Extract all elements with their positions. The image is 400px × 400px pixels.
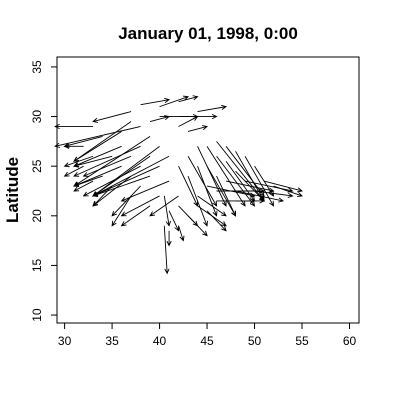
vector-arrow <box>206 210 227 232</box>
vector-arrow <box>178 95 199 103</box>
y-tick-label: 30 <box>30 110 44 124</box>
vector-arrow <box>163 195 171 227</box>
vector-arrow <box>82 155 132 177</box>
vector-arrow <box>73 145 141 177</box>
vector-arrow <box>225 180 275 193</box>
vector-arrow <box>263 180 304 193</box>
vector-arrow <box>111 185 141 217</box>
vector-arrow <box>82 165 141 197</box>
x-tick-label: 45 <box>200 334 214 348</box>
y-tick-label: 25 <box>30 159 44 173</box>
vector-arrow <box>92 175 151 197</box>
chart-title: January 01, 1998, 0:00 <box>118 24 298 43</box>
vector-arrow <box>197 146 227 207</box>
vector-arrow <box>216 155 256 207</box>
vector-arrow <box>163 225 170 275</box>
vector-arrow <box>235 190 285 203</box>
vector-arrow <box>168 210 180 232</box>
vector-arrow <box>178 205 199 227</box>
vector-arrow <box>159 95 190 108</box>
vector-arrow <box>273 185 303 197</box>
vector-arrow <box>187 156 218 207</box>
vector-arrow <box>63 155 94 168</box>
vector-arrow <box>120 195 160 217</box>
y-tick-label: 15 <box>30 258 44 272</box>
vector-arrow <box>197 104 228 113</box>
vector-arrow <box>140 97 171 106</box>
y-axis-label: Latitude <box>3 157 22 223</box>
vector-arrow <box>92 111 132 123</box>
vector-arrow <box>197 195 227 217</box>
x-tick-label: 55 <box>295 334 309 348</box>
vector-arrow <box>254 190 294 198</box>
vector-arrow <box>197 166 218 217</box>
plot-frame <box>56 56 360 324</box>
y-tick-label: 35 <box>30 60 44 74</box>
vector-arrow <box>149 115 171 122</box>
vector-arrow <box>225 146 265 197</box>
x-tick-label: 40 <box>153 334 167 348</box>
vector-arrow <box>178 116 199 127</box>
vector-arrow <box>120 205 151 227</box>
x-tick-label: 50 <box>248 334 262 348</box>
vector-arrow <box>166 230 172 247</box>
x-tick-label: 60 <box>343 334 357 348</box>
vector-arrow <box>73 180 94 192</box>
vector-arrow <box>178 225 185 242</box>
vector-arrow <box>178 165 199 207</box>
y-axis: 10 15 20 25 30 35 <box>30 60 57 322</box>
vector-arrow <box>63 165 84 177</box>
x-axis: 30 35 40 45 50 55 60 <box>58 323 357 348</box>
vector-arrow <box>63 143 84 149</box>
vector-arrow <box>92 185 113 207</box>
vector-arrow <box>111 195 132 227</box>
vector-arrow <box>149 195 179 217</box>
vector-arrow <box>73 175 103 188</box>
x-tick-label: 35 <box>105 334 119 348</box>
y-tick-label: 10 <box>30 308 44 322</box>
vector-layer <box>54 95 304 275</box>
vector-arrow <box>235 198 266 204</box>
vector-arrow <box>54 123 94 130</box>
vector-arrow <box>187 125 209 132</box>
y-tick-label: 20 <box>30 209 44 223</box>
x-tick-label: 30 <box>58 334 72 348</box>
vector-arrow <box>54 126 141 148</box>
vector-arrow <box>73 131 122 162</box>
vector-arrow <box>206 146 246 207</box>
vector-arrow <box>216 175 237 217</box>
vector-arrow <box>73 155 113 168</box>
